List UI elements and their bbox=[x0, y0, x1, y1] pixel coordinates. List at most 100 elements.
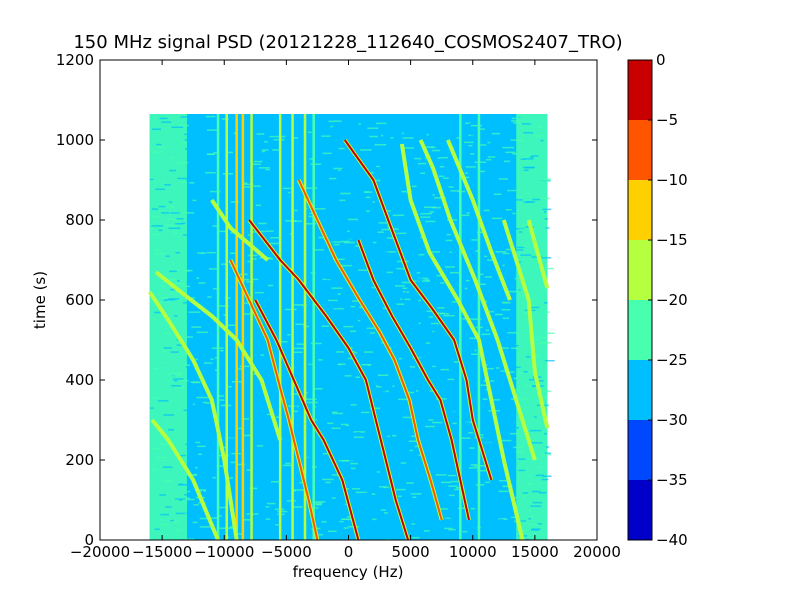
noise-speckle bbox=[282, 269, 291, 272]
noise-speckle bbox=[272, 484, 276, 486]
noise-speckle bbox=[200, 336, 203, 338]
noise-speckle bbox=[531, 155, 539, 157]
noise-speckle bbox=[189, 182, 195, 184]
noise-speckle bbox=[299, 481, 304, 484]
noise-speckle bbox=[349, 129, 357, 132]
noise-speckle bbox=[401, 168, 406, 170]
noise-speckle bbox=[151, 225, 164, 227]
noise-speckle bbox=[369, 167, 382, 169]
noise-speckle bbox=[185, 148, 190, 150]
noise-speckle bbox=[202, 476, 212, 479]
noise-speckle bbox=[517, 372, 524, 375]
colorbar-segment-1 bbox=[628, 420, 652, 480]
noise-speckle bbox=[165, 299, 176, 301]
noise-speckle bbox=[171, 385, 182, 387]
noise-speckle bbox=[412, 185, 417, 188]
noise-speckle bbox=[359, 149, 372, 151]
noise-speckle bbox=[322, 152, 332, 155]
noise-speckle bbox=[486, 323, 490, 325]
noise-speckle bbox=[393, 304, 402, 307]
noise-speckle bbox=[181, 222, 186, 225]
noise-speckle bbox=[505, 209, 512, 211]
noise-speckle bbox=[395, 488, 406, 491]
noise-speckle bbox=[483, 209, 490, 212]
noise-speckle bbox=[289, 233, 293, 235]
noise-speckle bbox=[304, 398, 317, 401]
noise-speckle bbox=[174, 222, 184, 225]
noise-speckle bbox=[443, 349, 447, 351]
noise-speckle bbox=[530, 505, 534, 507]
noise-speckle bbox=[293, 351, 303, 354]
noise-speckle bbox=[296, 492, 303, 495]
noise-speckle bbox=[436, 274, 442, 277]
noise-speckle bbox=[405, 218, 411, 220]
noise-speckle bbox=[441, 320, 451, 323]
noise-speckle bbox=[317, 438, 322, 441]
noise-speckle bbox=[320, 414, 328, 416]
noise-speckle bbox=[293, 410, 299, 413]
noise-speckle bbox=[505, 151, 516, 154]
noise-speckle bbox=[241, 118, 249, 121]
noise-speckle bbox=[291, 304, 304, 306]
noise-speckle bbox=[162, 350, 167, 352]
noise-speckle bbox=[330, 125, 334, 128]
noise-speckle bbox=[270, 181, 274, 184]
noise-speckle bbox=[510, 139, 518, 141]
noise-speckle bbox=[522, 166, 535, 169]
noise-speckle bbox=[218, 305, 229, 307]
noise-speckle bbox=[231, 271, 236, 274]
noise-speckle bbox=[439, 425, 448, 427]
noise-speckle bbox=[310, 513, 323, 515]
noise-speckle bbox=[173, 315, 178, 317]
noise-speckle bbox=[532, 523, 541, 526]
noise-speckle bbox=[446, 242, 457, 244]
noise-speckle bbox=[188, 512, 192, 514]
noise-speckle bbox=[498, 178, 508, 180]
noise-speckle bbox=[172, 378, 184, 380]
noise-speckle bbox=[465, 202, 474, 205]
noise-speckle bbox=[372, 218, 380, 221]
noise-speckle bbox=[284, 308, 297, 311]
noise-speckle bbox=[279, 451, 289, 454]
noise-speckle bbox=[160, 296, 169, 299]
noise-speckle bbox=[332, 412, 344, 415]
noise-speckle bbox=[514, 277, 524, 280]
noise-speckle bbox=[265, 518, 271, 520]
noise-speckle bbox=[309, 158, 314, 160]
colorbar-tick-label: −10 bbox=[656, 171, 688, 189]
noise-speckle bbox=[176, 387, 184, 389]
noise-speckle bbox=[389, 203, 396, 205]
noise-speckle bbox=[428, 374, 440, 377]
noise-speckle bbox=[434, 197, 446, 199]
noise-speckle bbox=[522, 123, 531, 125]
noise-speckle bbox=[488, 310, 494, 313]
noise-speckle bbox=[149, 147, 154, 150]
noise-speckle bbox=[192, 199, 197, 202]
noise-speckle bbox=[155, 301, 163, 303]
noise-speckle bbox=[363, 191, 373, 193]
noise-speckle bbox=[196, 396, 209, 399]
noise-speckle bbox=[412, 224, 422, 227]
noise-speckle bbox=[242, 313, 253, 315]
noise-speckle bbox=[374, 242, 379, 244]
noise-speckle bbox=[267, 284, 274, 287]
noise-speckle bbox=[335, 195, 343, 198]
noise-speckle bbox=[307, 401, 318, 404]
noise-speckle bbox=[544, 218, 549, 220]
noise-speckle bbox=[199, 526, 211, 528]
noise-speckle bbox=[340, 524, 347, 527]
noise-speckle bbox=[363, 492, 370, 495]
noise-speckle bbox=[451, 301, 460, 303]
noise-speckle bbox=[226, 324, 237, 326]
noise-speckle bbox=[327, 306, 339, 309]
noise-speckle bbox=[467, 255, 475, 257]
noise-speckle bbox=[394, 142, 406, 145]
noise-speckle bbox=[364, 351, 374, 353]
noise-speckle bbox=[443, 502, 447, 504]
noise-speckle bbox=[344, 375, 352, 377]
axes: −20000 −15000 −10000 −5000 0 5000 10000 15000 20… bbox=[56, 51, 621, 561]
noise-speckle bbox=[161, 285, 166, 288]
noise-speckle bbox=[163, 459, 167, 462]
noise-speckle bbox=[424, 146, 436, 148]
noise-speckle bbox=[265, 168, 271, 171]
